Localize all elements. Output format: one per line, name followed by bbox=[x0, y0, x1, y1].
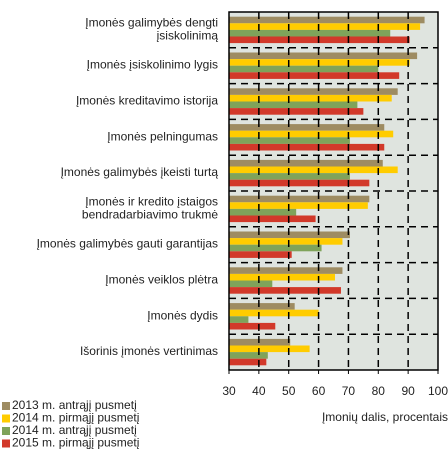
y-tick-label: Įmonės ir kredito įstaigos bendradarbiavi… bbox=[82, 195, 218, 222]
bar bbox=[229, 29, 391, 37]
bar bbox=[229, 173, 350, 180]
y-tick-label: Išorinis įmonės vertinimas bbox=[80, 344, 218, 358]
bar bbox=[229, 287, 341, 294]
bar bbox=[229, 179, 370, 187]
x-tick-label: 80 bbox=[372, 384, 386, 398]
legend-label: 2014 m. antrąjį pusmetį bbox=[12, 423, 137, 437]
y-tick-label: Įmonės įsiskolinimo lygis bbox=[87, 58, 218, 72]
y-tick-label: Įmonės dydis bbox=[147, 308, 218, 322]
bar bbox=[229, 16, 425, 24]
bar bbox=[229, 244, 322, 252]
bar bbox=[229, 101, 358, 109]
bar bbox=[229, 137, 350, 144]
legend-swatch bbox=[2, 427, 10, 435]
bar bbox=[229, 267, 343, 274]
bar bbox=[229, 303, 295, 310]
bar bbox=[229, 316, 249, 323]
x-tick-label: 90 bbox=[401, 384, 415, 398]
x-tick-label: 100 bbox=[428, 384, 448, 398]
x-axis-label: Įmonių dalis, procentais bbox=[322, 410, 448, 424]
bar bbox=[229, 65, 379, 73]
bar bbox=[229, 273, 335, 281]
bar bbox=[229, 215, 316, 223]
bar bbox=[229, 143, 385, 151]
bar bbox=[229, 358, 267, 366]
x-tick-label: 50 bbox=[282, 384, 296, 398]
y-tick-label: Įmonės galimybės gauti garantijas bbox=[37, 237, 218, 251]
bar bbox=[229, 108, 364, 115]
bar bbox=[229, 72, 400, 79]
plot-frame bbox=[228, 11, 439, 371]
y-tick-label: Įmonės veiklos plėtra bbox=[105, 273, 218, 287]
bar bbox=[229, 52, 418, 60]
y-tick-label: Įmonės kreditavimo istorija bbox=[76, 94, 218, 108]
legend-label: 2015 m. pirmąjį pusmetį bbox=[12, 436, 140, 450]
bar bbox=[229, 23, 421, 30]
bar bbox=[229, 124, 385, 131]
bar bbox=[229, 130, 394, 138]
x-tick-label: 60 bbox=[312, 384, 326, 398]
bar bbox=[229, 94, 392, 102]
bar bbox=[229, 322, 276, 330]
bar bbox=[229, 202, 368, 209]
legend-label: 2013 m. antrąjį pusmetį bbox=[12, 398, 137, 412]
x-tick-label: 40 bbox=[252, 384, 266, 398]
x-tick-label: 70 bbox=[342, 384, 356, 398]
y-tick-label: Įmonės galimybės dengti įsiskolinimą bbox=[85, 16, 218, 43]
x-tick-label: 30 bbox=[222, 384, 236, 398]
legend-label: 2014 m. pirmąjį pusmetį bbox=[12, 411, 140, 425]
y-tick-label: Įmonės galimybės įkeisti turtą bbox=[61, 165, 219, 179]
bar bbox=[229, 88, 398, 95]
y-tick-label: Įmonės pelningumas bbox=[107, 129, 218, 143]
legend-swatch bbox=[2, 414, 10, 423]
bar bbox=[229, 238, 343, 245]
bar bbox=[229, 280, 273, 288]
legend-swatch bbox=[2, 439, 10, 448]
bar bbox=[229, 309, 319, 317]
bar bbox=[229, 251, 292, 258]
bar bbox=[229, 352, 268, 359]
legend-swatch bbox=[2, 402, 10, 410]
bar bbox=[229, 159, 383, 167]
bar bbox=[229, 166, 398, 174]
bar bbox=[229, 345, 310, 353]
bar bbox=[229, 195, 370, 203]
bar bbox=[229, 208, 297, 216]
